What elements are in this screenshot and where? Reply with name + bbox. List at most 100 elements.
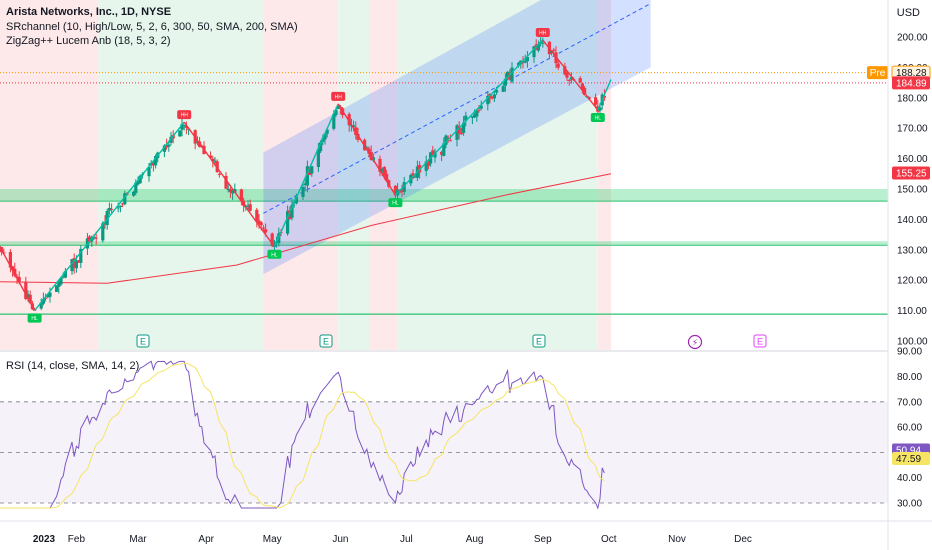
price-tick-label: 130.00 bbox=[897, 245, 928, 256]
candle-body bbox=[26, 294, 30, 298]
zigzag-label-hl: HL bbox=[27, 313, 42, 323]
candle-body bbox=[165, 144, 169, 148]
candle-body bbox=[508, 73, 512, 80]
candle-body bbox=[310, 166, 314, 174]
zigzag-label-text: HL bbox=[31, 316, 38, 322]
support-resistance-zones bbox=[0, 189, 888, 315]
session-band-3 bbox=[338, 0, 369, 350]
zigzag-label-box bbox=[27, 313, 42, 323]
zigzag-label-hh: HH bbox=[331, 91, 346, 101]
earnings-marker-icon[interactable]: E bbox=[136, 334, 150, 348]
candle-body bbox=[17, 277, 21, 282]
zigzag-segment bbox=[34, 121, 185, 312]
session-band-1 bbox=[98, 0, 264, 350]
srchannel-legend[interactable]: SRchannel (10, High/Low, 5, 2, 6, 300, 5… bbox=[6, 21, 298, 33]
candle-body bbox=[39, 302, 43, 309]
time-tick-label: Jul bbox=[400, 534, 413, 545]
candle-body bbox=[57, 282, 61, 287]
candle-body bbox=[209, 155, 213, 158]
price-tag-prefix: Pre bbox=[870, 68, 886, 79]
chart-title: Arista Networks, Inc., 1D, NYSE bbox=[6, 6, 172, 18]
zigzag-label-box bbox=[177, 110, 192, 120]
candle-body bbox=[602, 95, 606, 98]
candle-body bbox=[365, 147, 369, 149]
candle-body bbox=[565, 72, 569, 78]
candle-body bbox=[180, 124, 184, 130]
candle-body bbox=[303, 183, 307, 186]
price-axis: 100.00 110.00 120.00 130.00 140.00 150.00 160.… bbox=[867, 0, 932, 550]
zigzag-label-hl: HL bbox=[388, 198, 403, 208]
zigzag-label-text: HL bbox=[271, 252, 278, 258]
zigzag-label-hh: HH bbox=[177, 110, 192, 120]
candle-body bbox=[490, 97, 494, 99]
candle-body bbox=[8, 251, 12, 268]
candle-body bbox=[336, 105, 340, 110]
rsi-value-tag-text: 50.94 bbox=[896, 446, 921, 457]
rsi-panel bbox=[0, 360, 888, 510]
candle-body bbox=[352, 125, 356, 127]
support-zone-0 bbox=[0, 189, 888, 202]
candle-body bbox=[510, 67, 514, 82]
zigzag-label-box bbox=[535, 28, 550, 38]
rsi-line bbox=[0, 360, 605, 510]
dividend-marker-circle bbox=[687, 334, 703, 350]
candle-body bbox=[523, 61, 527, 63]
earnings-marker-box bbox=[136, 334, 150, 348]
time-tick-label: Feb bbox=[68, 534, 86, 545]
price-tick-label: 100.00 bbox=[897, 337, 928, 348]
candle-body bbox=[118, 205, 122, 207]
candle-body bbox=[424, 161, 428, 171]
candle-body bbox=[556, 63, 560, 68]
time-axis: 2023 Feb Mar Apr May Jun Jul Aug Sep Oct Nov Dec bbox=[0, 520, 932, 545]
price-tag-bg bbox=[892, 166, 930, 180]
candle-body bbox=[147, 167, 151, 177]
zigzag-segment bbox=[273, 103, 339, 248]
price-tag: Pre 188.28 bbox=[867, 65, 931, 80]
price-tick-label: 150.00 bbox=[897, 185, 928, 196]
time-tick-label: Jun bbox=[332, 534, 348, 545]
session-band-2 bbox=[263, 0, 339, 350]
earnings-marker-icon[interactable]: E bbox=[319, 334, 333, 348]
candle-body bbox=[211, 158, 215, 162]
sma-200-line bbox=[0, 173, 612, 284]
candle-body bbox=[151, 162, 155, 166]
candle-body bbox=[72, 258, 76, 268]
rsi-legend[interactable]: RSI (14, close, SMA, 14, 2) bbox=[6, 360, 140, 372]
event-markers: E E E E ⚡ bbox=[136, 334, 767, 350]
price-tick-label: 120.00 bbox=[897, 276, 928, 287]
candle-body bbox=[431, 150, 435, 156]
earnings-marker-icon[interactable]: E bbox=[753, 334, 767, 348]
candle-body bbox=[70, 259, 74, 272]
dividend-marker-icon[interactable]: ⚡ bbox=[687, 334, 703, 350]
candle-body bbox=[536, 43, 540, 51]
candle-body bbox=[270, 233, 274, 247]
price-tag: 184.89 bbox=[892, 76, 930, 90]
time-tick-label: Mar bbox=[129, 534, 147, 545]
candle-body bbox=[226, 188, 230, 190]
candle-body bbox=[433, 152, 437, 158]
rsi-tick-label: 60.00 bbox=[897, 423, 922, 434]
candle-body bbox=[446, 137, 450, 139]
candle-body bbox=[74, 261, 78, 269]
price-tick-label: 200.00 bbox=[897, 33, 928, 44]
zigzag-label-text: HH bbox=[335, 94, 343, 100]
zigzag-label-hl: HL bbox=[267, 249, 282, 259]
candle-body bbox=[248, 204, 252, 211]
time-tick-label: Oct bbox=[601, 534, 617, 545]
candle-body bbox=[541, 42, 545, 44]
rsi-tick-label: 40.00 bbox=[897, 473, 922, 484]
rsi-value-tag: 47.59 bbox=[892, 451, 930, 465]
candle-body bbox=[28, 294, 32, 304]
candle-body bbox=[308, 167, 312, 175]
zigzag-legend[interactable]: ZigZag++ Lucem Anb (18, 5, 3, 2) bbox=[6, 35, 171, 47]
currency-label[interactable]: USD bbox=[896, 7, 920, 19]
candle-body bbox=[356, 133, 360, 140]
candle-body bbox=[154, 156, 158, 166]
candle-body bbox=[233, 189, 237, 193]
candle-body bbox=[136, 181, 140, 185]
earnings-marker-icon[interactable]: E bbox=[532, 334, 546, 348]
candle-body bbox=[501, 86, 505, 92]
candle-body bbox=[503, 78, 507, 86]
candle-body bbox=[94, 237, 98, 239]
